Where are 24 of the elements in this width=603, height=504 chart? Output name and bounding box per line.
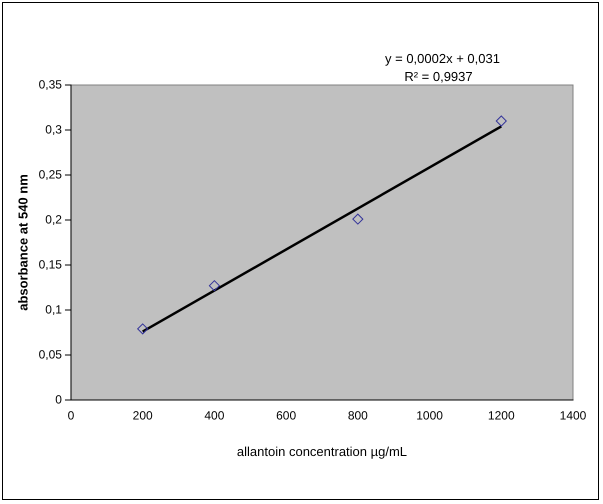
text: y = 0,0002x + 0,031: [385, 51, 500, 66]
y-axis-title: absorbance at 540 nm: [15, 174, 30, 311]
x-tick-label: 1400: [560, 408, 587, 423]
x-tick-label: 200: [132, 408, 154, 423]
x-tick-label: 0: [68, 408, 75, 423]
y-tick-label: 0,05: [38, 347, 62, 362]
y-tick-label: 0,25: [38, 167, 62, 182]
y-tick-label: 0: [55, 392, 62, 406]
y-tick-label: 0,35: [38, 77, 62, 92]
point: [352, 214, 364, 225]
point: [208, 280, 220, 292]
x-tick-label: 400: [204, 408, 225, 423]
y-tick-label: 0,1: [45, 302, 62, 316]
point: [496, 116, 507, 126]
x-tick-label: 600: [276, 408, 296, 423]
x-tick-label: 1200: [488, 408, 515, 423]
x-axis-title: allantoin concentration µg/mL: [236, 444, 408, 459]
y-tick-label: 0,2: [45, 212, 62, 226]
x-tick-label: 1000: [416, 408, 444, 423]
point: [137, 323, 148, 334]
x-tick-label: 800: [348, 408, 368, 423]
y-tick-label: 0,15: [38, 257, 62, 272]
text: R² = 0,9937: [404, 69, 473, 84]
y-tick-label: 0,3: [45, 122, 62, 136]
